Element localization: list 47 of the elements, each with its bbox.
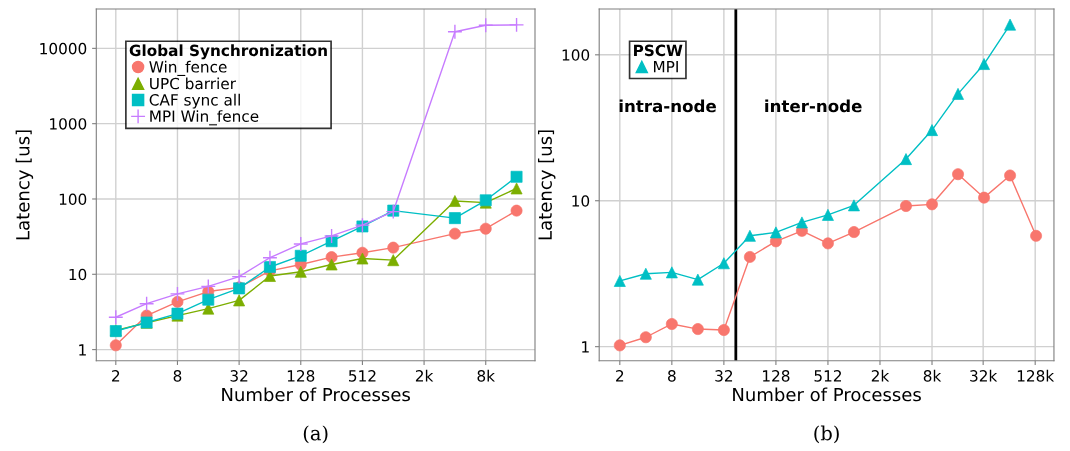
text: (b) [814, 425, 839, 444]
y-tick-label: 100 [59, 193, 87, 205]
x-tick-label: 2k [871, 369, 890, 382]
text: (a) [303, 425, 328, 444]
x-tick-label: 2k [415, 369, 434, 382]
x-tick-label: 128 [763, 370, 790, 382]
y-tick-label: 1000 [50, 118, 87, 130]
annotation: intra-node [619, 99, 716, 113]
y-tick-label: 10 [69, 268, 87, 281]
legend-label: CAF sync all [149, 93, 240, 109]
x-tick-label: 8 [668, 370, 676, 382]
y-axis-title: Latency [us] [15, 130, 34, 240]
point [231, 269, 247, 285]
x-tick-label: 128k [1017, 369, 1055, 382]
annotation: inter-node [765, 99, 862, 113]
x-tick-label: 32 [715, 370, 733, 382]
y-tick-label: 10 [572, 195, 590, 207]
point [169, 286, 186, 302]
x-axis-title: Number of Processes [733, 387, 921, 402]
y-tick-label: 1 [582, 341, 589, 353]
point [293, 236, 309, 252]
point [108, 309, 124, 325]
legend-label: UPC barrier [150, 77, 236, 90]
x-tick-label: 8k [477, 369, 495, 382]
y-tick-label: 100 [562, 49, 590, 61]
point [262, 250, 278, 266]
y-tick-label: 10000 [40, 42, 87, 55]
x-tick-label: 8k [923, 369, 942, 382]
legend-label: MPI Win_fence [150, 110, 259, 126]
point [200, 278, 216, 295]
y-tick-label: 1 [79, 344, 86, 356]
x-tick-label: 512 [814, 370, 841, 382]
legend-title: Global Synchronization [129, 44, 327, 60]
x-tick-label: 32k [970, 369, 998, 382]
y-axis-title: Latency [us] [537, 130, 556, 240]
x-tick-label: 32 [230, 370, 248, 382]
legend-title: PSCW [634, 44, 683, 57]
x-tick-label: 2 [616, 370, 624, 382]
legend-label: Win_fence [149, 60, 227, 76]
x-tick-label: 512 [349, 370, 376, 382]
x-axis-title: Number of Processes [222, 387, 410, 402]
point [138, 296, 155, 312]
x-tick-label: 2 [112, 370, 120, 382]
x-tick-label: 8 [173, 370, 182, 382]
legend-label: MPI [653, 61, 678, 73]
point [323, 228, 340, 244]
x-tick-label: 128 [287, 370, 315, 382]
